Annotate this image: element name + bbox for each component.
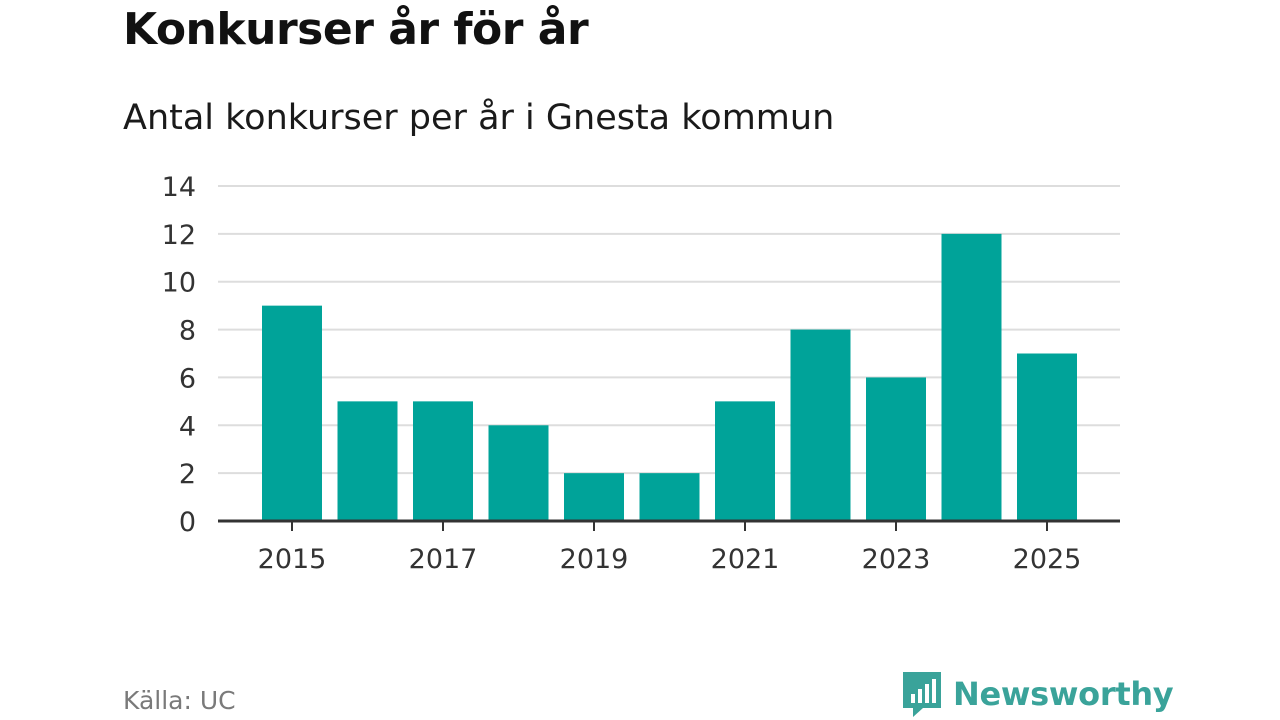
- brand-name: Newsworthy: [953, 675, 1174, 713]
- bar-2018: [488, 425, 549, 521]
- y-tick-label: 12: [162, 220, 196, 251]
- x-tick-label: 2017: [409, 544, 478, 575]
- newsworthy-logo-icon: [903, 672, 941, 717]
- bar-2022: [790, 329, 851, 521]
- x-tick-label: 2015: [258, 544, 327, 575]
- bar-2019: [564, 473, 624, 521]
- source-note: Källa: UC: [123, 686, 236, 715]
- x-tick-label: 2025: [1013, 544, 1082, 575]
- y-tick-label: 2: [179, 459, 196, 490]
- y-tick-label: 8: [179, 316, 196, 347]
- bar-2020: [639, 473, 700, 521]
- bar-2015: [262, 305, 322, 521]
- y-tick-label: 10: [162, 268, 196, 299]
- brand-logo: Newsworthy: [901, 670, 1174, 718]
- y-tick-label: 6: [179, 363, 196, 394]
- y-tick-label: 4: [179, 411, 196, 442]
- bar-2023: [866, 377, 926, 521]
- x-tick-label: 2021: [711, 544, 780, 575]
- bar-2024: [941, 233, 1002, 521]
- bar-2025: [1017, 353, 1077, 521]
- x-tick-label: 2019: [560, 544, 629, 575]
- x-tick-label: 2023: [862, 544, 931, 575]
- y-tick-label: 0: [179, 507, 196, 538]
- y-tick-label: 14: [162, 172, 196, 203]
- bar-2016: [337, 401, 398, 521]
- bar-2021: [715, 401, 775, 521]
- chart-title: Konkurser år för år: [123, 4, 589, 55]
- chart-subtitle: Antal konkurser per år i Gnesta kommun: [123, 98, 835, 138]
- bar-2017: [413, 401, 473, 521]
- bar-chart: 0 2 4 6 8 10 12 14 2015 2017 2019 2021 2023 2025: [162, 172, 1120, 575]
